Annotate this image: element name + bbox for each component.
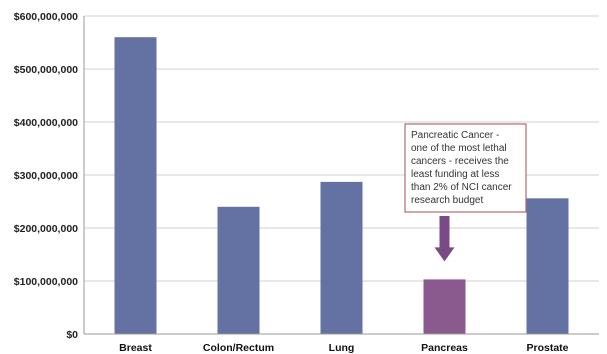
annotation-line: than 2% of NCI cancer [411,182,512,193]
y-tick-label: $400,000,000 [14,117,78,129]
annotation-box [404,123,527,213]
annotation-line: research budget [411,195,483,206]
x-axis-category-labels: Breast Colon/Rectum Lung Pancreas Prostate [119,342,569,354]
annotation-arrow [434,216,455,262]
annotation-line: least funding at less [411,169,499,180]
y-tick-label: $100,000,000 [14,276,78,288]
x-category-label: Pancreas [421,342,468,354]
y-tick-label: $600,000,000 [14,11,78,23]
annotation-line: Pancreatic Cancer - [411,130,499,141]
bars [114,37,569,334]
y-tick-label: $200,000,000 [14,223,78,235]
bar-prostate [526,198,569,334]
y-tick-label: $500,000,000 [14,64,78,76]
y-axis-tick-labels: $0 $100,000,000 $200,000,000 $300,000,000 $4… [14,11,78,341]
annotation-line: cancers - receives the [411,156,509,167]
annotation-line: one of the most lethal [411,143,507,154]
x-category-label: Lung [329,342,355,354]
pancreas-annotation: Pancreatic Cancer - one of the most letha… [404,123,527,262]
y-tick-label: $0 [66,329,78,341]
gridlines [84,15,599,282]
bar-breast [114,37,157,334]
bar-lung [320,181,363,334]
x-category-label: Breast [119,342,152,354]
y-tick-label: $300,000,000 [14,170,78,182]
bar-pancreas [423,279,466,334]
x-category-label: Colon/Rectum [203,342,274,354]
x-category-label: Prostate [526,342,568,354]
annotation-text: Pancreatic Cancer - one of the most letha… [411,130,512,206]
bar-colon-rectum [217,206,260,334]
